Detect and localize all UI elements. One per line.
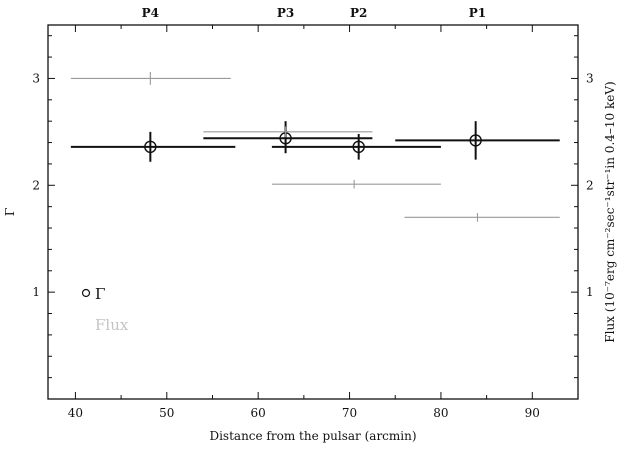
x-axis-label: Distance from the pulsar (arcmin) [209, 429, 416, 443]
x-tick-label: 70 [342, 406, 357, 420]
region-labels: P4 P3 P2 P1 [142, 6, 487, 20]
axis-tick-labels: 40 50 60 70 80 90 1 2 3 1 2 3 [32, 71, 593, 420]
region-label-p1: P1 [469, 6, 486, 20]
y2-tick-label: 3 [586, 71, 594, 85]
y-axis-label: Γ [3, 208, 17, 216]
x-tick-label: 40 [68, 406, 83, 420]
legend-marker-gamma [81, 288, 91, 298]
data-point [469, 134, 482, 147]
x-tick-label: 80 [433, 406, 448, 420]
y-tick-label: 1 [32, 285, 40, 299]
x-tick-label: 60 [251, 406, 266, 420]
data-series [70, 72, 560, 222]
legend: Γ Flux [81, 285, 129, 334]
data-point [352, 140, 365, 154]
y2-tick-label: 1 [586, 285, 594, 299]
axis-ticks [48, 25, 579, 399]
y2-axis-label: Flux (10⁻⁷erg cm⁻²sec⁻¹str⁻¹in 0.4–10 ke… [603, 81, 617, 342]
region-label-p3: P3 [277, 6, 294, 20]
y2-tick-label: 2 [586, 178, 594, 192]
data-point [144, 140, 157, 154]
region-label-p2: P2 [350, 6, 367, 20]
region-label-p4: P4 [142, 6, 159, 20]
y-tick-label: 3 [32, 71, 40, 85]
x-tick-label: 90 [525, 406, 540, 420]
legend-label-gamma: Γ [95, 285, 105, 303]
legend-label-flux: Flux [95, 316, 129, 334]
series-0 [70, 121, 560, 162]
plot-frame [47, 24, 579, 400]
series-1 [70, 72, 560, 222]
y-tick-label: 2 [32, 178, 40, 192]
x-tick-label: 50 [159, 406, 174, 420]
